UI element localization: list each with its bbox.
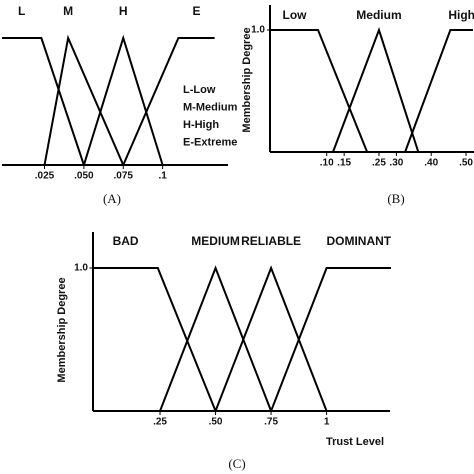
membership-line [270,267,391,412]
membership-line [93,267,217,412]
membership-line [159,265,273,412]
x-tick-label: .50 [459,158,473,169]
legend-text: E-Extreme [183,136,237,148]
caption: (A) [103,191,121,206]
legend-text: H-High [183,119,219,131]
x-tick-label: .30 [389,158,403,169]
y-tick-label: 1.0 [251,25,265,36]
caption: (C) [228,456,245,471]
series-label: RELIABLE [241,234,301,248]
x-tick-label: .50 [209,417,223,428]
membership-line [2,37,85,166]
series-label: H [119,4,128,18]
y-tick-label: 1.0 [74,263,88,274]
legend-text: L-Low [183,84,216,96]
x-tick-label: .25 [372,158,386,169]
series-label: Medium [356,8,401,22]
membership-line [332,26,420,153]
membership-line [122,37,215,166]
y-axis-label: Membership Degree [241,27,253,132]
membership-line [43,34,125,166]
caption: (B) [387,191,404,206]
series-label: High [448,8,474,22]
x-tick-label: .075 [114,171,134,182]
x-tick-label: .10 [320,158,334,169]
x-tick-label: .40 [424,158,438,169]
x-axis-label: Trust Level [326,436,384,448]
x-tick-label: .025 [35,171,55,182]
y-axis-label: Membership Degree [56,277,68,382]
x-tick-label: .1 [158,171,167,182]
membership-line [214,265,328,412]
series-label: MEDIUM [191,234,240,248]
x-tick-label: .050 [74,171,94,182]
x-tick-label: 1 [324,417,330,428]
series-label: BAD [113,234,139,248]
x-tick-label: .15 [337,158,351,169]
x-tick-label: .75 [264,417,278,428]
series-label: DOMINANT [326,234,391,248]
membership-line [404,29,473,153]
series-label: E [192,4,200,18]
series-label: M [63,4,73,18]
series-label: L [18,4,25,18]
legend-text: M-Medium [183,101,238,113]
x-tick-label: .25 [153,417,167,428]
membership-line [82,34,164,166]
membership-line [271,29,369,153]
series-label: Low [283,8,308,22]
